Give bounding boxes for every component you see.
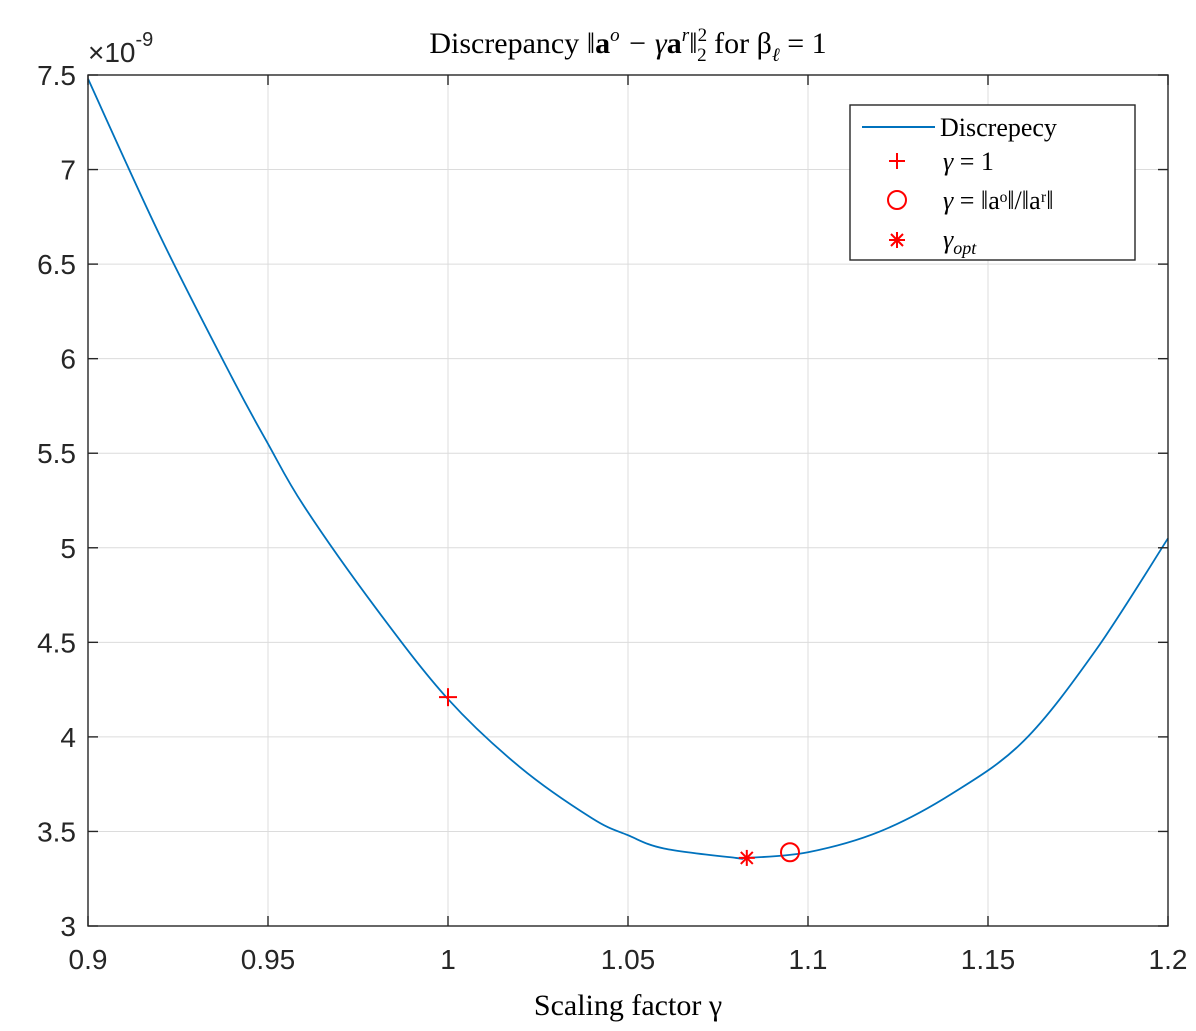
y-tick-label: 7.5 xyxy=(37,60,76,91)
legend-label-gamma-one: γ = 1 xyxy=(943,147,994,176)
x-tick-label: 1 xyxy=(440,944,456,975)
y-tick-label: 3 xyxy=(60,911,76,942)
legend: Discrepecy γ = 1 γ = ‖aᵒ‖/‖aʳ‖ γopt xyxy=(849,104,1136,261)
x-tick-label: 1.05 xyxy=(601,944,656,975)
y-tick-label: 3.5 xyxy=(37,816,76,847)
axis-ticks: 0.9 0.95 1 1.05 1.1 1.15 1.2 3 3.5 4 4.5 5 5.5 6 6.5 7 7… xyxy=(37,60,1187,975)
y-tick-label: 6.5 xyxy=(37,249,76,280)
legend-plus-swatch xyxy=(889,153,905,169)
series-layer xyxy=(87,78,1169,860)
legend-asterisk-swatch xyxy=(889,232,905,248)
legend-label-gamma-opt: γopt xyxy=(943,225,977,258)
x-axis-label: Scaling factor γ xyxy=(534,989,722,1022)
marker-layer xyxy=(439,688,800,866)
marker-gamma-one xyxy=(439,688,457,707)
y-tick-label: 4 xyxy=(60,722,76,753)
y-tick-label: 5 xyxy=(60,533,76,564)
marker-gamma-opt xyxy=(738,849,755,866)
x-tick-label: 0.95 xyxy=(241,944,296,975)
y-tick-label: 4.5 xyxy=(37,627,76,658)
y-tick-label: 5.5 xyxy=(37,438,76,469)
y-axis-multiplier: ×10-9 xyxy=(88,29,153,68)
legend-circle-swatch xyxy=(887,190,907,210)
x-tick-label: 0.9 xyxy=(69,944,108,975)
x-tick-label: 1.1 xyxy=(789,944,828,975)
legend-label-discrepancy: Discrepecy xyxy=(940,113,1057,142)
y-tick-label: 6 xyxy=(60,344,76,375)
marker-gamma-norm-ratio xyxy=(780,842,800,863)
chart-title: Discrepancy ‖ao − γar‖2 2 for βℓ = 1 xyxy=(429,25,826,66)
series-line-discrepancy xyxy=(87,78,1169,860)
y-tick-label: 7 xyxy=(60,155,76,186)
legend-label-gamma-norm-ratio: γ = ‖aᵒ‖/‖aʳ‖ xyxy=(943,186,1054,215)
x-tick-label: 1.2 xyxy=(1149,944,1188,975)
x-tick-label: 1.15 xyxy=(961,944,1016,975)
